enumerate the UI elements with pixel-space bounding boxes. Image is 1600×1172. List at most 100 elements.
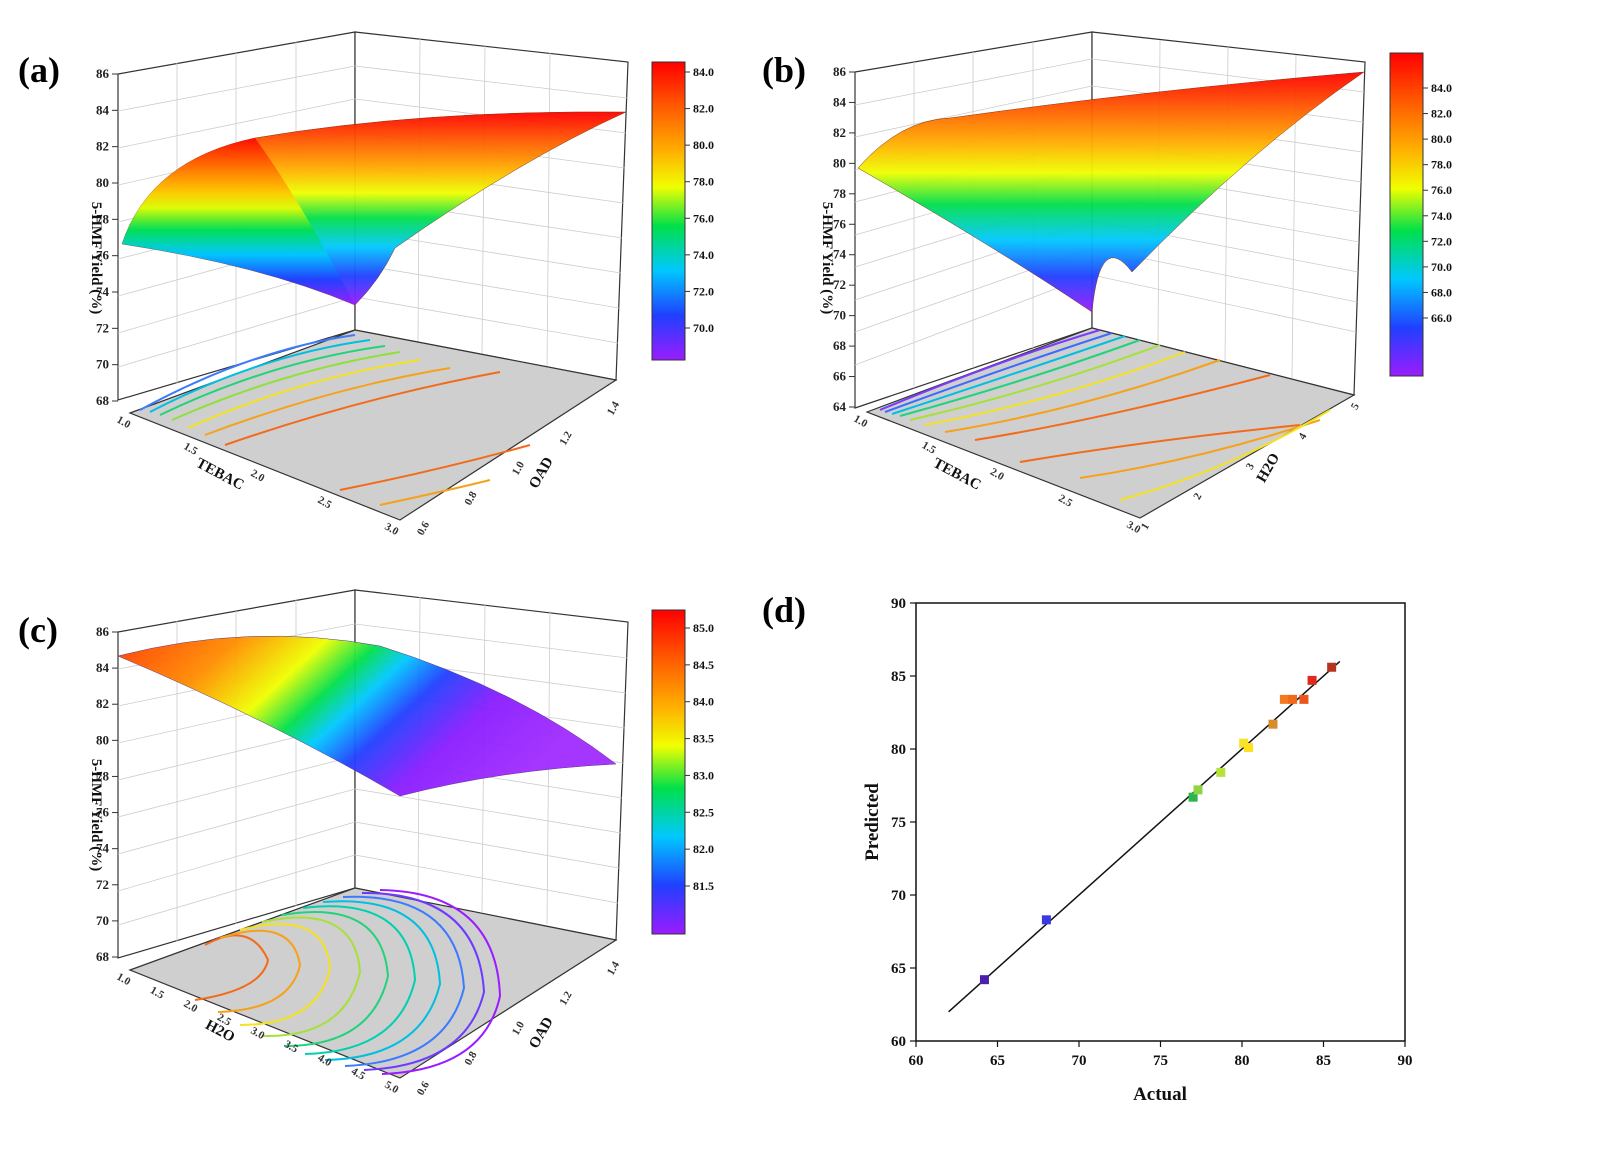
panel-d-data-point	[1244, 743, 1254, 753]
panel-c-colorbar-tick-label: 84.5	[693, 658, 714, 672]
panel-b-y-title: H2O	[1254, 451, 1283, 486]
panel-d-data-point	[1268, 719, 1278, 729]
panel-d-y-tick-label: 60	[891, 1034, 906, 1050]
panel-a-colorbar-tick-label: 82.0	[693, 102, 714, 116]
panel-b-colorbar-tick-label: 82.0	[1431, 107, 1452, 121]
panel-b-z-tick-label: 78	[833, 186, 847, 201]
panel-b-z-tick-label: 72	[833, 277, 846, 292]
panel-a-surface-front	[122, 138, 355, 305]
panel-d-points	[979, 662, 1337, 985]
panel-a-y-tick-label: 0.8	[462, 489, 480, 507]
panel-b-z-title: 5-HMF Yield (%)	[819, 202, 835, 314]
panel-a-contours	[139, 334, 531, 506]
panel-c-z-tick-label: 74	[96, 841, 110, 856]
panel-d-y-tick-label: 80	[891, 742, 906, 758]
panel-a-z-tick-label: 68	[96, 393, 110, 408]
panel-b-colorbar-tick-label: 84.0	[1431, 81, 1452, 95]
panel-d-data-point	[1299, 694, 1309, 704]
panel-b-y-tick-label: 3	[1244, 461, 1257, 472]
panel-b-y-tick-label: 5	[1349, 401, 1362, 412]
panel-b-colorbar-tick-label: 78.0	[1431, 158, 1452, 172]
panel-c-x-tick-label: 1.5	[148, 984, 166, 1002]
panel-c-colorbar-tick-label: 85.0	[693, 621, 714, 635]
panel-b-colorbar	[1389, 52, 1424, 377]
panel-a-colorbar	[651, 61, 686, 361]
panel-c-z-tick-label: 78	[96, 768, 110, 783]
panel-b-x-title: TEBAC	[930, 455, 983, 493]
panel-c-z-tick-label: 84	[96, 660, 110, 675]
panel-a-x-tick-label: 2.0	[249, 467, 267, 485]
panel-d-x-tick-label: 65	[990, 1053, 1005, 1069]
panel-c-x-title: H2O	[203, 1017, 238, 1046]
panel-c-colorbar-tick-label: 84.0	[693, 695, 714, 709]
panel-c-z-tick-label: 72	[96, 877, 109, 892]
panel-b-colorbar-tick-label: 74.0	[1431, 209, 1452, 223]
panel-c-z-title: 5-HMF Yield (%)	[88, 759, 104, 871]
panel-c-z-tick-label: 86	[96, 624, 110, 639]
panel-a-z-tick-label: 86	[96, 66, 110, 81]
panel-c-x-tick-label: 4.0	[316, 1052, 334, 1070]
panel-a-y-tick-label: 1.4	[605, 399, 623, 417]
panel-d-data-point	[1216, 767, 1226, 777]
panel-b-z-tick-label: 68	[833, 338, 847, 353]
panel-d-x-tick-label: 75	[1153, 1053, 1168, 1069]
panel-a-y-tick-label: 1.0	[510, 459, 528, 477]
panel-a-z-title: 5-HMF Yield (%)	[88, 202, 104, 314]
panel-d-data-point	[1041, 915, 1051, 925]
panel-d-y-tick-label: 75	[891, 815, 906, 831]
panel-a-x-tick-label: 1.5	[182, 441, 200, 459]
panel-c-z-tick-label: 82	[96, 696, 109, 711]
panel-c-contours	[194, 889, 502, 1075]
panel-d-data-point	[1327, 662, 1337, 672]
panel-d-data-point	[1307, 675, 1317, 685]
panel-b-colorbar-tick-label: 70.0	[1431, 260, 1452, 274]
panel-a-colorbar-tick-label: 76.0	[693, 211, 714, 225]
panel-c-y-tick-label: 1.2	[557, 989, 575, 1007]
panel-a-z-ticks: 68 70 72 74 76 78 80 82 84 86	[96, 66, 118, 408]
panel-c-z-tick-label: 70	[96, 913, 109, 928]
panel-d-data-point	[1193, 785, 1203, 795]
panel-b-y-tick-label: 4	[1296, 431, 1309, 442]
panel-a-z-tick-label: 78	[96, 211, 110, 226]
panel-d-x-tick-label: 85	[1316, 1053, 1331, 1069]
panel-c-z-tick-label: 68	[96, 949, 110, 964]
panel-b-y-ticks: 1 2 3 4 5	[1139, 401, 1362, 532]
panel-c-colorbar-ticks: 85.0 84.5 84.0 83.5 83.0 82.5 82.0 81.5	[685, 621, 714, 893]
panel-d-x-tick-label: 60	[909, 1053, 924, 1069]
panel-b-colorbar-tick-label: 72.0	[1431, 234, 1452, 248]
panel-c-colorbar-tick-label: 81.5	[693, 879, 714, 893]
panel-b-surface	[857, 71, 1365, 313]
panel-b-z-tick-label: 66	[833, 369, 847, 384]
panel-c-y-tick-label: 1.4	[605, 959, 623, 977]
panel-a-z-tick-label: 82	[96, 139, 109, 154]
panel-d-label: (d)	[762, 590, 806, 630]
panel-a-label: (a)	[18, 50, 60, 90]
panel-d-data-point	[979, 975, 989, 985]
panel-b-z-tick-label: 86	[833, 64, 847, 79]
panel-a-y-tick-label: 0.6	[415, 519, 433, 537]
panel-d-y-tick-label: 70	[891, 888, 906, 904]
panel-d-y-title: Predicted	[862, 783, 883, 861]
panel-b-z-tick-label: 74	[833, 247, 847, 262]
panel-a-z-tick-label: 74	[96, 284, 110, 299]
panel-a-colorbar-ticks: 84.0 82.0 80.0 78.0 76.0 74.0 72.0 70.0	[685, 65, 714, 335]
panel-b-z-tick-label: 64	[833, 399, 847, 414]
panel-b-z-tick-label: 70	[833, 308, 846, 323]
panel-b-x-tick-label: 1.0	[852, 413, 870, 431]
panel-a-colorbar-tick-label: 78.0	[693, 175, 714, 189]
panel-c-x-tick-label: 4.5	[349, 1065, 367, 1083]
panel-d-data-point	[1239, 738, 1249, 748]
panel-b-x-tick-label: 2.0	[988, 466, 1006, 484]
panel-b-y-tick-label: 1	[1139, 521, 1152, 532]
panel-d-x-ticks: 60 65 70 75 80 85 90	[909, 1041, 1413, 1069]
panel-b-colorbar-tick-label: 80.0	[1431, 132, 1452, 146]
panel-a-colorbar-tick-label: 84.0	[693, 65, 714, 79]
panel-c-y-tick-label: 1.0	[510, 1019, 528, 1037]
panel-a-x-tick-label: 3.0	[383, 521, 401, 539]
panel-b-y-tick-label: 2	[1191, 491, 1204, 502]
panel-c-x-tick-label: 1.0	[115, 971, 133, 989]
panel-c-colorbar-tick-label: 83.0	[693, 768, 714, 782]
panel-a-z-tick-label: 76	[96, 248, 110, 263]
panel-c-x-tick-label: 5.0	[383, 1079, 401, 1097]
panel-a-colorbar-tick-label: 70.0	[693, 321, 714, 335]
